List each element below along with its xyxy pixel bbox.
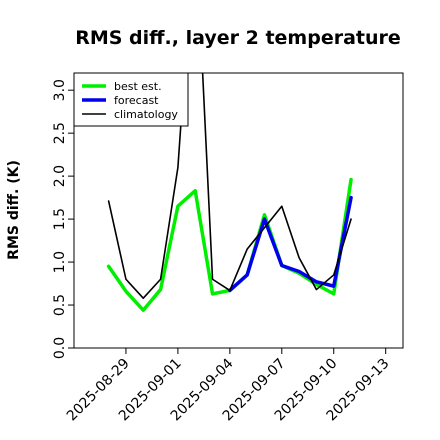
chart-title: RMS diff., layer 2 temperature (75, 27, 401, 49)
series-line-forecast (228, 195, 353, 293)
y-tick-label: 0.5 (52, 294, 68, 316)
legend-box (73, 72, 189, 127)
y-tick-label: 2.0 (52, 165, 68, 187)
series-layer (106, 73, 353, 312)
y-axis: 0.0 0.5 1.0 1.5 2.0 2.5 3.0 (52, 79, 74, 359)
plot-frame (73, 72, 404, 349)
y-axis-label: RMS diff. (K) (6, 160, 22, 260)
y-tick-label: 1.5 (52, 208, 68, 230)
legend-label: best est. (114, 80, 162, 93)
series-line-climatology (107, 73, 352, 299)
y-tick-label: 1.0 (52, 251, 68, 273)
legend-label: climatology (114, 108, 178, 121)
legend-label: forecast (114, 94, 159, 107)
y-tick-label: 0.0 (52, 337, 68, 359)
y-tick-label: 2.5 (52, 122, 68, 144)
y-tick-label: 3.0 (52, 79, 68, 101)
x-axis: 2025-08-292025-09-012025-09-042025-09-07… (64, 348, 393, 424)
